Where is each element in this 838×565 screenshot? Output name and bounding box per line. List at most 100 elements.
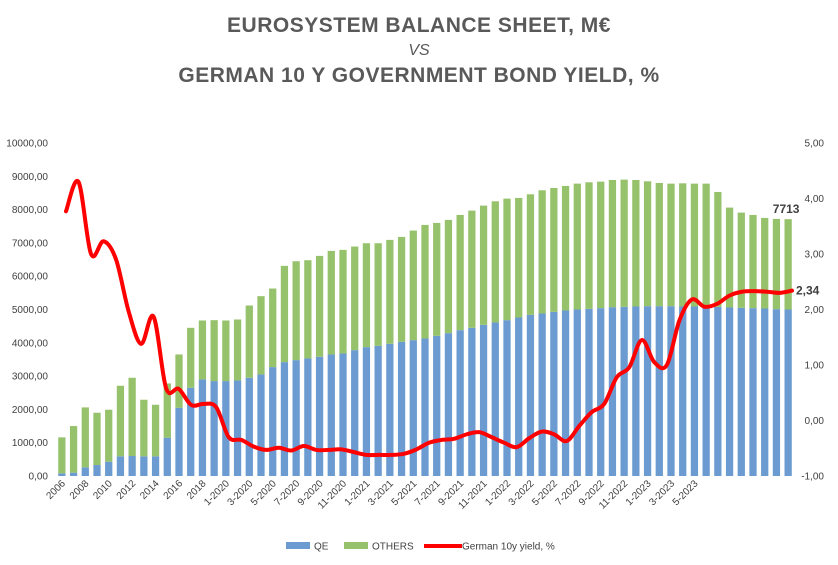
bar-others: [643, 181, 652, 307]
total-end-label: 7713: [773, 202, 800, 216]
bar-qe: [175, 407, 183, 476]
bar-others: [175, 354, 183, 408]
bar-qe: [245, 377, 253, 476]
bar-qe: [409, 340, 417, 476]
bar-qe: [433, 335, 441, 476]
bar-others: [362, 243, 371, 348]
bar-others: [761, 217, 769, 309]
y-tick-label: 8000,00: [12, 205, 49, 216]
bar-others: [585, 182, 593, 309]
bar-others: [608, 179, 617, 308]
y-tick-label: 1000,00: [12, 438, 49, 449]
bar-qe: [597, 308, 605, 476]
bar-others: [409, 230, 417, 341]
bar-others: [737, 212, 745, 308]
y-tick-label: 2000,00: [12, 405, 49, 416]
legend-label-qe: QE: [314, 542, 329, 553]
x-tick-label: 2014: [138, 478, 162, 502]
y2-tick-label: 3,00: [805, 250, 825, 261]
bar-qe: [573, 309, 581, 476]
bar-qe: [585, 308, 593, 476]
y-tick-label: 7000,00: [12, 238, 49, 249]
bar-others: [280, 265, 289, 363]
legend-label-yield: German 10y yield, %: [462, 542, 555, 553]
bar-qe: [151, 456, 160, 476]
bar-qe: [749, 308, 757, 476]
x-tick-label: 2006: [44, 478, 68, 502]
x-tick-label: 2016: [162, 478, 186, 502]
bar-others: [503, 198, 511, 321]
bar-qe: [550, 311, 558, 476]
bar-others: [491, 201, 499, 323]
bar-others: [667, 183, 675, 307]
bar-others: [222, 320, 230, 382]
bar-qe: [69, 472, 78, 476]
annotations: 7713 2,34: [773, 202, 820, 297]
bar-others: [702, 183, 710, 307]
bar-others: [128, 377, 136, 457]
bar-qe: [784, 309, 792, 476]
bar-others: [198, 320, 207, 380]
y2-tick-label: 1,00: [805, 361, 825, 372]
bar-qe: [362, 347, 371, 476]
x-tick-label: 2010: [91, 478, 115, 502]
bar-qe: [304, 358, 312, 476]
bar-qe: [679, 306, 687, 476]
bar-others: [690, 183, 699, 307]
bar-others: [397, 236, 406, 342]
bar-others: [163, 383, 171, 438]
y2-tick-label: 4,00: [805, 194, 825, 205]
bar-others: [81, 407, 89, 468]
bar-qe: [421, 338, 429, 476]
bar-others: [679, 183, 687, 307]
bar-others: [339, 249, 347, 354]
yield-line-group: [64, 178, 794, 458]
bar-others: [105, 409, 113, 462]
bar-qe: [339, 353, 347, 476]
bar-others: [151, 404, 160, 457]
bar-qe: [468, 327, 476, 476]
bar-qe: [702, 306, 710, 476]
bar-qe: [690, 306, 699, 476]
bar-others: [632, 179, 640, 307]
y2-tick-label: 5,00: [805, 139, 825, 150]
bar-qe: [737, 307, 745, 476]
bar-others: [315, 255, 324, 357]
bar-qe: [643, 306, 652, 476]
bar-others: [444, 219, 453, 334]
bar-group: [58, 179, 792, 476]
bar-qe: [280, 362, 289, 476]
y2-tick-label: 2,00: [805, 305, 825, 316]
bar-others: [479, 205, 488, 325]
bar-qe: [374, 345, 382, 476]
bar-qe: [667, 306, 675, 476]
bar-others: [538, 190, 546, 314]
left-axis-labels: 0,00 1000,00 2000,00 3000,00 4000,00 5000,00 6…: [6, 139, 48, 483]
bar-qe: [198, 379, 207, 476]
bar-others: [433, 222, 441, 336]
bar-qe: [632, 306, 640, 476]
bar-others: [116, 385, 125, 457]
legend: QE OTHERS German 10y yield, %: [286, 542, 555, 553]
right-axis-labels: -1,00 0,00 1,00 2,00 3,00 4,00 5,00: [801, 139, 824, 483]
bar-qe: [140, 456, 148, 476]
bar-qe: [315, 356, 324, 476]
chart-subtitle: GERMAN 10 Y GOVERNMENT BOND YIELD, %: [178, 64, 660, 87]
bar-qe: [93, 465, 101, 476]
bar-others: [187, 327, 195, 388]
yield-line: [64, 178, 794, 458]
bar-others: [351, 246, 359, 351]
bar-qe: [526, 314, 535, 476]
y2-tick-label: 0,00: [805, 416, 825, 427]
y2-tick-label: -1,00: [801, 472, 824, 483]
bar-qe: [116, 456, 125, 476]
chart-title: EUROSYSTEM BALANCE SHEET, M€: [227, 14, 611, 37]
bar-qe: [491, 322, 499, 476]
bar-qe: [257, 374, 265, 476]
bar-qe: [620, 306, 628, 476]
bar-others: [374, 243, 382, 346]
chart-title-vs: VS: [408, 42, 430, 59]
bar-others: [468, 210, 476, 328]
bar-others: [655, 182, 663, 307]
